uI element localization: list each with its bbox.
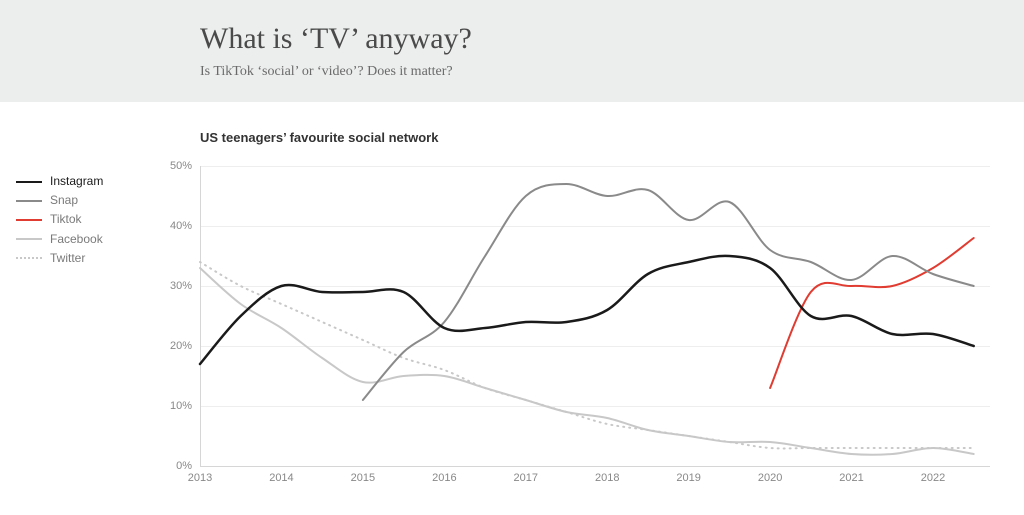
- legend-swatch-icon: [16, 238, 42, 240]
- x-axis-tick-label: 2017: [514, 472, 538, 484]
- series-line-snap: [363, 184, 974, 400]
- legend-item-tiktok: Tiktok: [16, 210, 103, 229]
- series-line-instagram: [200, 256, 974, 364]
- legend-label: Tiktok: [50, 210, 82, 229]
- legend-item-instagram: Instagram: [16, 172, 103, 191]
- legend-swatch-icon: [16, 181, 42, 183]
- y-axis-tick-label: 0%: [176, 460, 192, 472]
- chart-title: US teenagers’ favourite social network: [200, 130, 1024, 145]
- page-subtitle: Is TikTok ‘social’ or ‘video’? Does it m…: [200, 64, 1024, 80]
- chart-plot: 0%10%20%30%40%50%20132014201520162017201…: [200, 166, 990, 466]
- chart-legend: InstagramSnapTiktokFacebookTwitter: [16, 172, 103, 268]
- legend-label: Facebook: [50, 230, 103, 249]
- x-axis-line: [200, 466, 990, 467]
- x-axis-tick-label: 2018: [595, 472, 619, 484]
- y-axis-tick-label: 30%: [170, 280, 192, 292]
- series-line-facebook: [200, 268, 974, 455]
- x-axis-tick-label: 2013: [188, 472, 212, 484]
- series-line-tiktok: [770, 238, 974, 388]
- legend-label: Snap: [50, 191, 78, 210]
- page-title: What is ‘TV’ anyway?: [200, 22, 1024, 56]
- x-axis-tick-label: 2019: [676, 472, 700, 484]
- x-axis-tick-label: 2016: [432, 472, 456, 484]
- chart-container: US teenagers’ favourite social network I…: [0, 102, 1024, 497]
- legend-label: Instagram: [50, 172, 103, 191]
- x-axis-tick-label: 2014: [269, 472, 293, 484]
- y-axis-tick-label: 20%: [170, 340, 192, 352]
- x-axis-tick-label: 2021: [839, 472, 863, 484]
- legend-item-snap: Snap: [16, 191, 103, 210]
- legend-item-facebook: Facebook: [16, 230, 103, 249]
- legend-item-twitter: Twitter: [16, 249, 103, 268]
- chart-series-svg: [200, 166, 990, 466]
- legend-label: Twitter: [50, 249, 85, 268]
- legend-swatch-icon: [16, 219, 42, 221]
- x-axis-tick-label: 2022: [921, 472, 945, 484]
- x-axis-tick-label: 2020: [758, 472, 782, 484]
- y-axis-tick-label: 40%: [170, 220, 192, 232]
- legend-swatch-icon: [16, 257, 42, 259]
- x-axis-tick-label: 2015: [351, 472, 375, 484]
- y-axis-tick-label: 50%: [170, 160, 192, 172]
- legend-swatch-icon: [16, 200, 42, 202]
- header: What is ‘TV’ anyway? Is TikTok ‘social’ …: [0, 0, 1024, 102]
- y-axis-tick-label: 10%: [170, 400, 192, 412]
